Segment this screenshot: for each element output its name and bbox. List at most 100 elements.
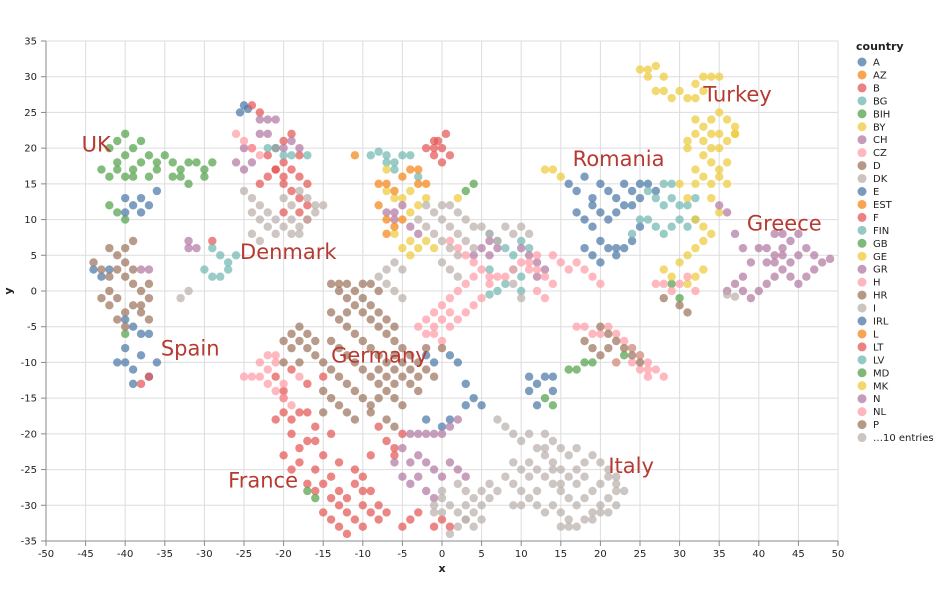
legend-swatch-ch [857,135,867,145]
legend-swatch-lt [857,342,867,352]
data-point-f [421,143,431,153]
legend-label-gr: GR [873,265,888,276]
data-point-b [445,151,455,160]
data-point-b [390,451,399,460]
data-point-bg [382,158,391,167]
data-point-cz [643,358,653,367]
legend-swatch-fin [857,225,867,235]
data-point-dk [580,458,589,467]
legend-swatch-irl [857,316,867,326]
axes: -50 -45 -40 -35 -30 -25 -20 -15 -10 -5 0 5 10 15 20 25 3… [21,37,845,561]
data-point-d [350,386,360,396]
legend-swatch-bih [857,109,867,119]
data-point-b [334,458,344,467]
data-point-d [659,293,668,303]
legend-label-p: P [873,420,879,431]
data-point-cz [485,279,494,289]
data-point-dk [572,522,581,531]
data-point-dk [429,208,439,217]
data-point-dk [517,465,526,474]
data-point-d [604,329,613,339]
data-point-dk [540,508,550,517]
data-point-ch [817,258,827,267]
data-point-bg [683,222,692,231]
x-tick-label: -10 [355,549,371,560]
data-point-d [635,358,645,367]
data-point-est [350,151,360,160]
data-point-d [303,329,312,339]
data-point-dk [588,486,597,496]
data-point-b [366,508,375,517]
data-point-dk [421,222,431,231]
data-point-ch [738,286,748,296]
x-tick-label: 0 [439,549,445,560]
data-point-est [390,186,399,196]
data-point-dk [722,290,732,299]
legend: country AAZ B BG BIH BY CH CZ D DK E EST F FIN GB GE GR… [856,40,934,444]
data-point-ch [453,465,463,474]
data-point-by [683,93,692,103]
data-point-d [326,393,336,403]
data-point-ch [810,265,819,274]
data-point-b [287,165,296,174]
data-point-d [382,358,391,367]
data-point-bg [651,193,661,203]
data-point-cz [429,308,439,317]
legend-swatch-l [857,329,867,339]
annotation-turkey: Turkey [702,83,771,107]
data-point-dk [437,508,447,517]
data-point-by [699,86,708,96]
data-point-ch [263,129,272,139]
data-point-dk [509,479,518,489]
data-point-est [414,179,423,189]
data-point-d [334,372,344,381]
data-point-by [707,72,716,81]
data-point-ch [794,229,803,239]
data-point-dk [437,486,447,496]
data-point-by [659,86,668,96]
data-point-bg [208,272,217,281]
data-point-by [651,86,661,96]
x-tick-label: -20 [275,549,291,560]
data-point-b [279,208,288,217]
data-point-b [334,522,344,531]
data-point-gb [184,158,193,167]
data-point-dk [517,222,526,231]
data-point-ch [414,429,423,439]
data-point-a [627,236,637,246]
data-point-a [619,243,629,253]
data-point-d [374,322,383,331]
data-point-dk [604,472,613,481]
data-point-bg [691,193,700,203]
data-point-b [263,151,272,160]
data-point-d [303,343,312,353]
data-point-a [136,351,146,360]
data-point-dk [501,422,510,431]
data-point-a [128,201,138,210]
legend-label-irl: IRL [873,317,889,328]
data-point-cz [263,365,272,374]
data-point-d [358,279,367,289]
y-tick-label: -20 [21,429,37,440]
data-point-dk [271,229,280,239]
data-point-dk [517,293,526,303]
data-point-d [105,301,114,310]
data-point-bg [390,165,399,174]
data-point-a [128,365,138,374]
data-point-by [707,143,716,153]
data-point-a [136,208,146,217]
data-point-dk [493,415,502,424]
data-point-d [136,301,146,310]
data-point-gb [144,172,154,181]
data-point-cz [691,286,700,296]
data-point-a [612,208,621,217]
legend-label-by: BY [873,122,886,133]
data-point-d [414,358,423,367]
data-point-a [235,108,245,117]
x-tick-label: -15 [315,549,331,560]
data-point-bg [683,201,692,210]
data-point-by [406,251,415,260]
data-point-ch [754,243,763,253]
data-point-dk [596,508,605,517]
